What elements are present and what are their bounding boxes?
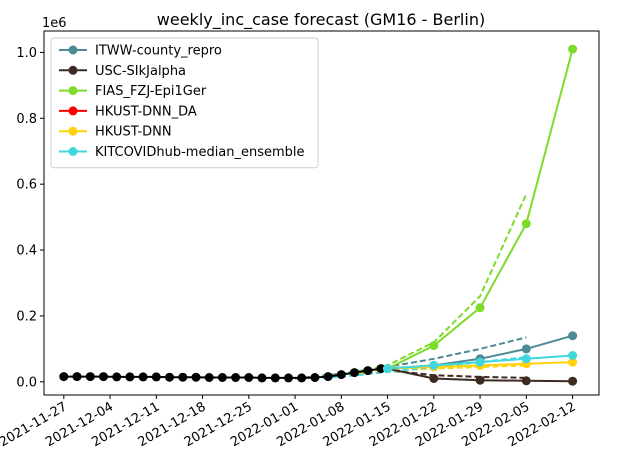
observed-point bbox=[270, 373, 280, 383]
series-point bbox=[429, 374, 439, 383]
legend-label: KITCOVIDhub-median_ensemble bbox=[95, 145, 305, 160]
series-point bbox=[521, 219, 531, 229]
y-tick-label: 0.8 bbox=[16, 112, 37, 127]
observed-point bbox=[297, 373, 307, 383]
legend-label: ITWW-county_repro bbox=[95, 44, 222, 59]
legend: ITWW-county_repro USC-SIkJalpha FIAS_FZJ-E… bbox=[50, 37, 319, 169]
legend-marker bbox=[68, 147, 78, 156]
legend-label: USC-SIkJalpha bbox=[95, 64, 186, 79]
observed-point bbox=[138, 372, 148, 382]
legend-label: HKUST-DNN bbox=[95, 125, 172, 140]
y-tick-label: 0.0 bbox=[16, 375, 37, 390]
observed-point bbox=[204, 373, 214, 382]
observed-point bbox=[257, 373, 267, 383]
observed-point bbox=[59, 372, 69, 382]
series-point bbox=[521, 376, 531, 386]
legend-marker bbox=[68, 126, 78, 136]
y-tick-label: 0.6 bbox=[16, 178, 37, 193]
observed-point bbox=[244, 373, 254, 382]
series-point bbox=[568, 351, 578, 360]
legend-box bbox=[50, 37, 319, 169]
observed-point bbox=[178, 372, 188, 382]
legend-label: FIAS_FZJ-Epi1Ger bbox=[95, 84, 207, 99]
series-point bbox=[568, 357, 578, 367]
legend-marker bbox=[68, 86, 78, 96]
x-axis: 2021-11-272021-12-042021-12-112021-12-18… bbox=[0, 395, 579, 450]
observed-point bbox=[72, 372, 82, 382]
observed-point bbox=[350, 368, 359, 378]
y-tick-label: 0.4 bbox=[16, 244, 37, 259]
observed-point bbox=[112, 372, 122, 382]
observed-point bbox=[310, 373, 320, 382]
observed-point bbox=[217, 373, 227, 382]
series-point bbox=[568, 44, 578, 54]
legend-marker bbox=[68, 106, 78, 116]
observed-point bbox=[99, 372, 108, 382]
observed-point bbox=[231, 373, 241, 382]
series-line bbox=[387, 48, 574, 370]
series-point bbox=[429, 341, 439, 351]
chart-title: weekly_inc_case forecast (GM16 - Berlin) bbox=[157, 10, 485, 30]
observed-point bbox=[85, 372, 95, 382]
observed-point bbox=[165, 372, 174, 382]
y-axis: 0.0 0.2 0.4 0.6 0.8 1.0 bbox=[16, 46, 44, 390]
observed-point bbox=[323, 372, 333, 382]
series-point bbox=[429, 360, 439, 370]
plot-frame bbox=[43, 30, 600, 396]
series-point bbox=[475, 303, 485, 313]
observed-point bbox=[376, 364, 386, 374]
series-point bbox=[521, 344, 531, 354]
observed-point bbox=[191, 372, 201, 382]
observed-point bbox=[336, 370, 346, 380]
series-point bbox=[568, 331, 578, 341]
observed-point bbox=[125, 372, 135, 382]
series-point bbox=[521, 354, 531, 364]
observed-point bbox=[284, 373, 293, 383]
plot-area bbox=[59, 44, 578, 386]
series-point bbox=[568, 376, 578, 386]
series-point bbox=[475, 357, 485, 367]
legend-label: HKUST-DNN_DA bbox=[95, 104, 197, 119]
series-point bbox=[475, 375, 485, 385]
observed-point bbox=[151, 372, 161, 382]
legend-marker bbox=[68, 45, 78, 55]
legend-marker bbox=[68, 65, 78, 75]
observed-point bbox=[363, 366, 373, 376]
y-tick-label: 1.0 bbox=[16, 46, 37, 61]
series-point bbox=[383, 364, 393, 374]
y-offset-label: 1e6 bbox=[42, 16, 67, 31]
series-dashed-line bbox=[294, 336, 527, 380]
y-tick-label: 0.2 bbox=[16, 309, 37, 324]
